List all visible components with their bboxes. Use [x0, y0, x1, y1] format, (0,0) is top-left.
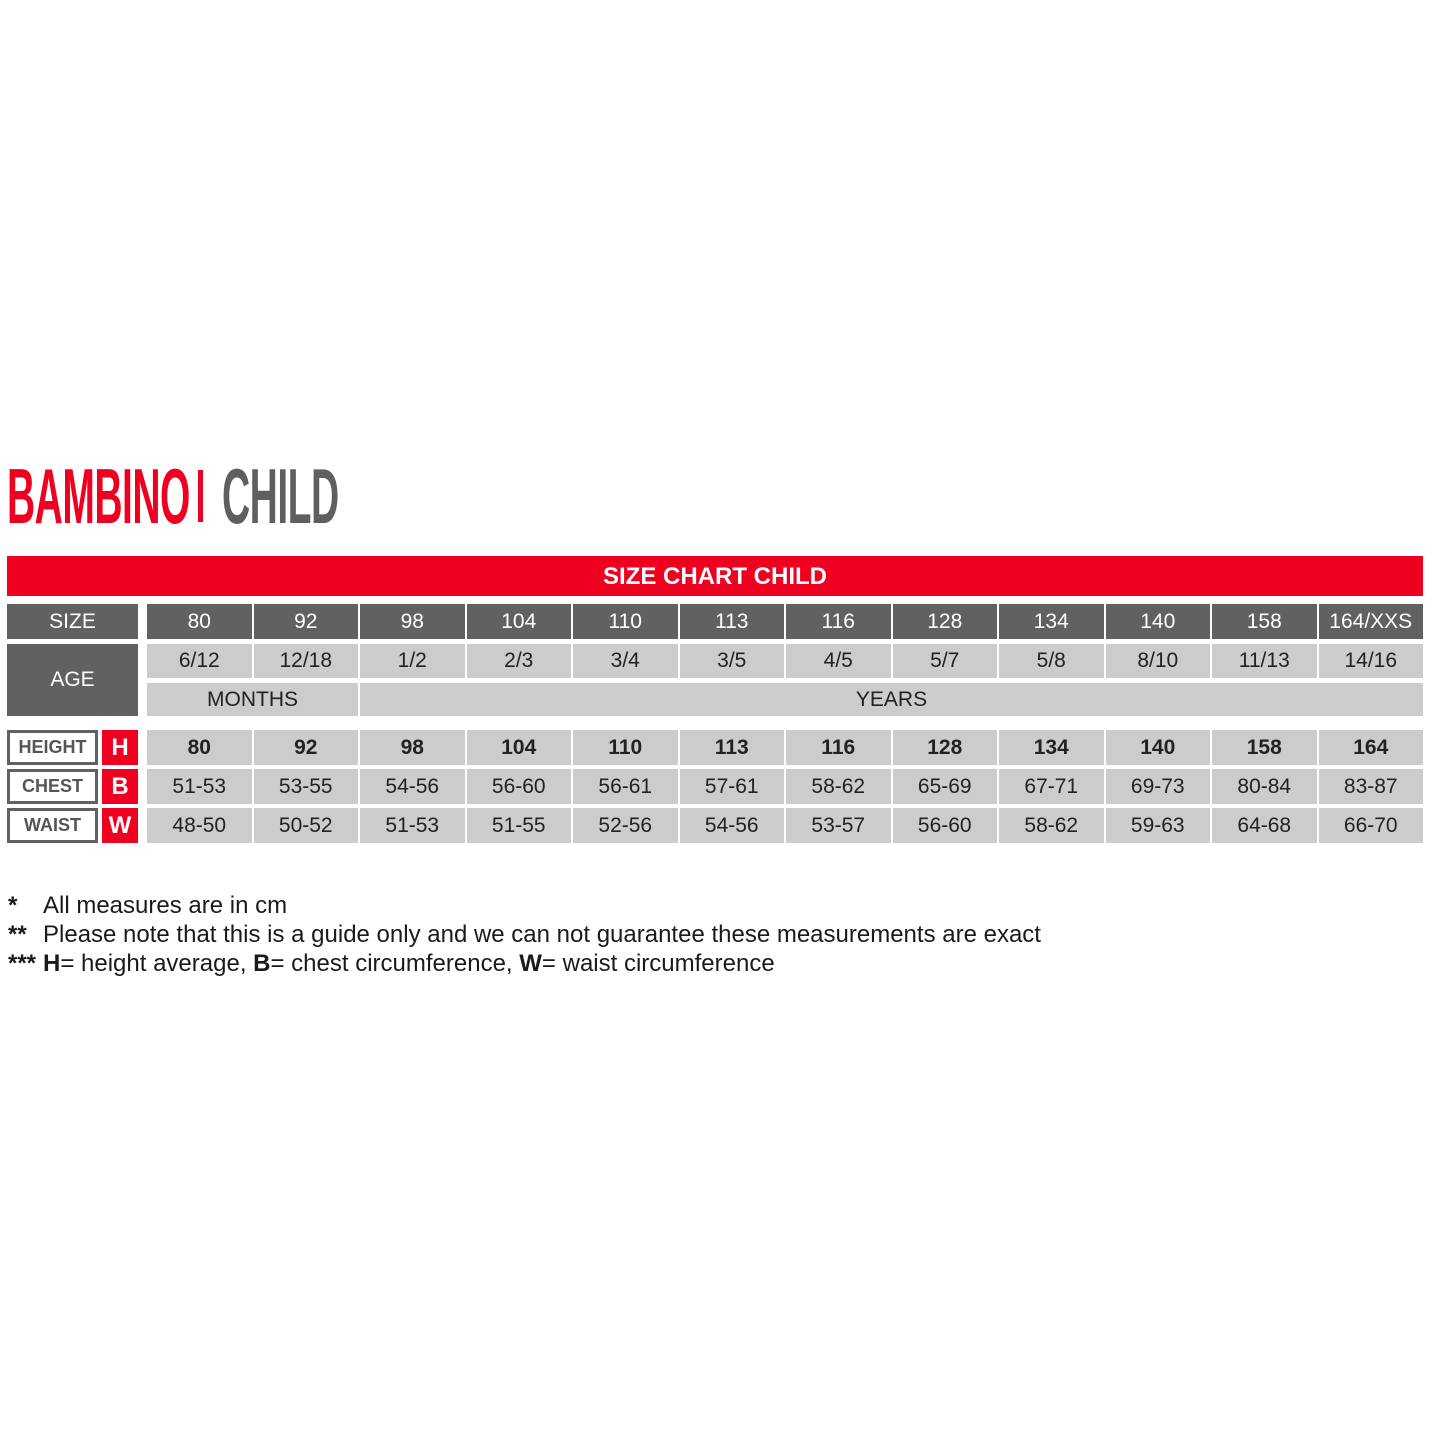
- measure-cell: 104: [466, 730, 571, 765]
- measure-cell: 92: [253, 730, 358, 765]
- age-cell: 6/12: [147, 644, 252, 678]
- measure-code-w: W: [102, 808, 138, 843]
- measure-label-height: HEIGHT: [7, 730, 98, 765]
- footnotes: * All measures are in cm ** Please note tha…: [8, 891, 1041, 978]
- measure-cell: 53-57: [786, 808, 891, 843]
- footnote-part: All measures are in cm: [43, 892, 288, 919]
- measure-cell: 56-60: [892, 808, 997, 843]
- age-cell: 3/5: [679, 644, 784, 678]
- measure-cell: 110: [573, 730, 678, 765]
- measure-cell: 164: [1318, 730, 1423, 765]
- age-cell: 5/7: [892, 644, 997, 678]
- measure-cell: 51-53: [360, 808, 465, 843]
- measure-cell: 67-71: [999, 769, 1104, 804]
- footnote-text: Please note that this is a guide only an…: [43, 920, 1041, 949]
- measure-cell: 56-61: [573, 769, 678, 804]
- age-unit-cell: YEARS: [360, 683, 1423, 716]
- measure-code-b: B: [102, 769, 138, 804]
- size-cell: 80: [147, 604, 252, 639]
- measure-label-chest: CHEST: [7, 769, 98, 804]
- measure-cell: 134: [999, 730, 1104, 765]
- measure-cell: 116: [786, 730, 891, 765]
- age-unit-cell: MONTHS: [147, 683, 358, 716]
- measure-cell: 69-73: [1105, 769, 1210, 804]
- age-cell: 1/2: [360, 644, 465, 678]
- measure-cell: 140: [1105, 730, 1210, 765]
- title-bambino: BAMBINO: [7, 452, 190, 540]
- title-divider: [198, 470, 203, 522]
- size-cell: 158: [1212, 604, 1317, 639]
- age-cell: 14/16: [1318, 644, 1423, 678]
- measure-cell: 113: [679, 730, 784, 765]
- footnote-part: = height average,: [60, 950, 254, 977]
- footnote: *** H= height average, B= chest circumfer…: [8, 949, 1041, 978]
- measure-cell: 52-56: [573, 808, 678, 843]
- size-cell: 104: [466, 604, 571, 639]
- measure-code-h: H: [102, 730, 138, 765]
- measure-cell: 80-84: [1212, 769, 1317, 804]
- size-cell: 134: [999, 604, 1104, 639]
- footnote-part: B: [253, 950, 271, 977]
- measure-cell: 51-55: [466, 808, 571, 843]
- title-child: CHILD: [222, 452, 339, 540]
- footnote-mark: ***: [8, 950, 37, 977]
- age-cell: 5/8: [999, 644, 1104, 678]
- footnote-part: = waist circumference: [541, 950, 775, 977]
- measure-cell: 128: [892, 730, 997, 765]
- size-chart-banner: SIZE CHART CHILD: [7, 556, 1423, 596]
- age-cell: 8/10: [1105, 644, 1210, 678]
- measure-cell: 80: [147, 730, 252, 765]
- measure-cell: 53-55: [253, 769, 358, 804]
- footnote-part: W: [519, 950, 542, 977]
- measure-cell: 98: [360, 730, 465, 765]
- measure-cell: 54-56: [360, 769, 465, 804]
- size-label: SIZE: [7, 604, 138, 639]
- footnote: * All measures are in cm: [8, 891, 1041, 920]
- measure-cell: 59-63: [1105, 808, 1210, 843]
- size-cell: 113: [679, 604, 784, 639]
- measure-cell: 48-50: [147, 808, 252, 843]
- age-cell: 4/5: [786, 644, 891, 678]
- age-cell: 11/13: [1212, 644, 1317, 678]
- measure-cell: 58-62: [786, 769, 891, 804]
- footnote: ** Please note that this is a guide only …: [8, 920, 1041, 949]
- age-cell: 12/18: [253, 644, 358, 678]
- measure-cell: 51-53: [147, 769, 252, 804]
- footnote-part: H: [43, 950, 61, 977]
- size-cell: 110: [573, 604, 678, 639]
- measure-cell: 50-52: [253, 808, 358, 843]
- measure-cell: 54-56: [679, 808, 784, 843]
- footnote-part: = chest circumference,: [270, 950, 520, 977]
- measure-cell: 56-60: [466, 769, 571, 804]
- footnote-mark: **: [8, 921, 27, 948]
- footnote-part: Please note that this is a guide only an…: [43, 921, 1041, 948]
- measure-cell: 64-68: [1212, 808, 1317, 843]
- measure-cell: 65-69: [892, 769, 997, 804]
- size-cell: 164/XXS: [1318, 604, 1423, 639]
- size-cell: 98: [360, 604, 465, 639]
- size-cell: 128: [892, 604, 997, 639]
- measure-cell: 66-70: [1318, 808, 1423, 843]
- measure-cell: 58-62: [999, 808, 1104, 843]
- age-label: AGE: [7, 644, 138, 716]
- age-cell: 3/4: [573, 644, 678, 678]
- footnote-text: H= height average, B= chest circumferenc…: [43, 949, 775, 978]
- footnote-text: All measures are in cm: [43, 891, 287, 920]
- measure-cell: 158: [1212, 730, 1317, 765]
- size-cell: 92: [253, 604, 358, 639]
- size-cell: 116: [786, 604, 891, 639]
- size-cell: 140: [1105, 604, 1210, 639]
- measure-label-waist: WAIST: [7, 808, 98, 843]
- footnote-mark: *: [8, 892, 18, 919]
- measure-cell: 57-61: [679, 769, 784, 804]
- measure-cell: 83-87: [1318, 769, 1423, 804]
- age-cell: 2/3: [466, 644, 571, 678]
